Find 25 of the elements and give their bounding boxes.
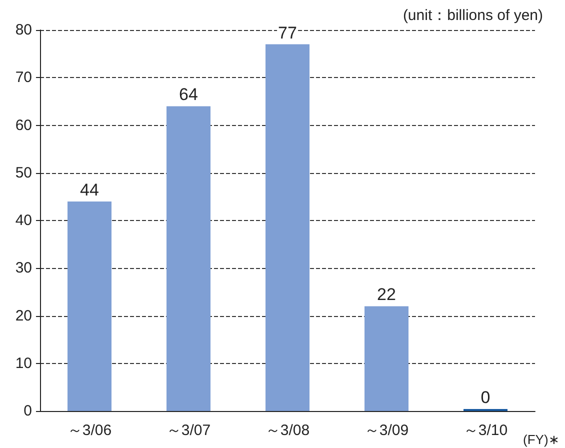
x-tick-label: ～3/10 bbox=[463, 422, 508, 439]
data-label: 77 bbox=[278, 23, 297, 42]
x-tick-label: ～3/08 bbox=[265, 422, 310, 439]
bar bbox=[266, 44, 310, 411]
y-tick-label: 40 bbox=[15, 212, 32, 229]
x-tick-label: ～3/09 bbox=[364, 422, 409, 439]
y-tick-label: 20 bbox=[15, 307, 32, 324]
data-label: 44 bbox=[80, 180, 99, 200]
data-label: 0 bbox=[480, 388, 490, 407]
data-label: 22 bbox=[377, 285, 396, 304]
y-tick-label: 10 bbox=[15, 354, 32, 372]
bar bbox=[364, 306, 408, 411]
y-tick-label: 30 bbox=[15, 260, 32, 277]
x-tick-label: ～3/06 bbox=[67, 422, 112, 439]
y-tick-label: 0 bbox=[24, 402, 32, 420]
y-tick-label: 70 bbox=[15, 69, 32, 86]
y-tick-label: 80 bbox=[15, 22, 32, 38]
y-tick-label: 50 bbox=[15, 164, 32, 182]
bar bbox=[68, 201, 112, 411]
bar bbox=[166, 106, 210, 411]
y-tick-label: 60 bbox=[15, 116, 32, 134]
text: (unit：billions of yen) bbox=[402, 7, 544, 24]
x-tick-label: ～3/07 bbox=[166, 422, 211, 439]
x-axis-title: (FY)∗ bbox=[523, 432, 560, 447]
data-label: 64 bbox=[179, 85, 198, 104]
